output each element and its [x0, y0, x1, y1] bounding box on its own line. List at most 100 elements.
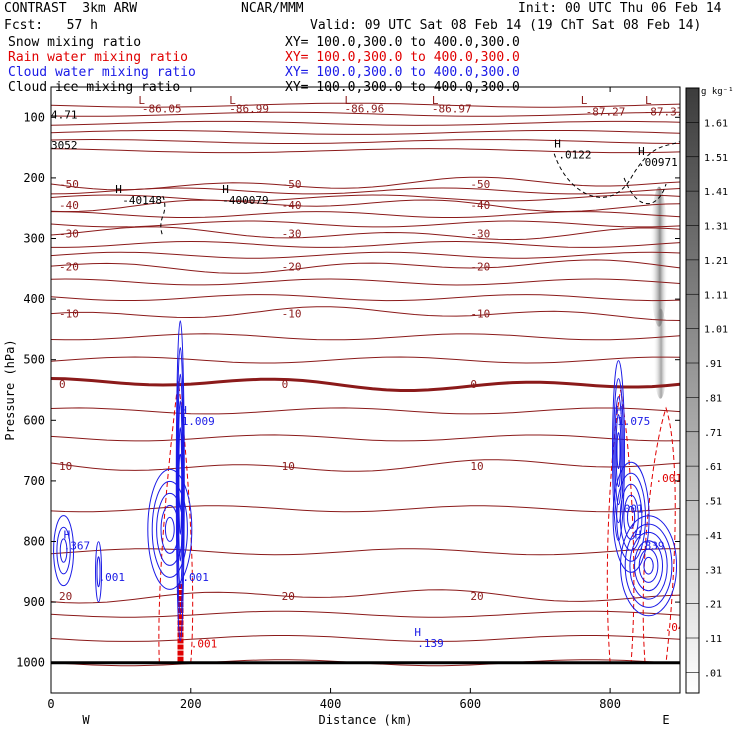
isotherm-line — [51, 434, 680, 442]
cloud-water-contour — [643, 556, 654, 575]
cloud-water-contour — [629, 531, 668, 600]
isotherm-label: -20 — [282, 260, 302, 273]
field-annotation: -86.99 — [229, 102, 269, 115]
rain-column-mark — [177, 656, 184, 662]
cloud-water-contour — [613, 378, 624, 524]
cloud-water-contour — [175, 320, 185, 642]
cloud-water-contour — [634, 540, 664, 592]
isotherm-label: -50 — [470, 178, 490, 191]
rain-column-mark — [177, 626, 184, 632]
x-tick-label: 600 — [459, 697, 481, 711]
isotherm-label: 20 — [282, 590, 295, 603]
colorbar-label: 1.41 — [704, 187, 728, 198]
isotherm-line — [51, 220, 680, 228]
field-annotation: .001 — [617, 502, 644, 515]
field-annotation: L — [229, 94, 236, 107]
field-annotation: .839 — [638, 539, 665, 552]
cloud-water-contour — [623, 494, 639, 540]
field-annotation: 1.075 — [617, 415, 650, 428]
isotherm-label: -40 — [59, 199, 79, 212]
colorbar-label: .31 — [704, 565, 722, 576]
x-tick-label: 0 — [47, 697, 54, 711]
colorbar-label: .71 — [704, 428, 722, 439]
field-annotation: H — [616, 404, 623, 417]
isotherm-line — [51, 356, 680, 364]
field-annotation: -40148 — [122, 194, 162, 207]
rain-column-mark — [177, 608, 184, 614]
isotherm-line — [51, 211, 680, 218]
isotherm-label: -30 — [470, 228, 490, 241]
field-annotation: 1.009 — [182, 415, 215, 428]
isotherm-line — [51, 635, 680, 642]
snow-shading — [650, 186, 669, 327]
isotherm-label: -30 — [59, 228, 79, 241]
field-xy-snow: XY= 100.0,300.0 to 400.0,300.0 — [285, 35, 520, 50]
colorbar-label: 1.31 — [704, 222, 728, 233]
forecast-hour: Fcst: 57 h — [4, 18, 98, 33]
cloud-water-contour — [151, 480, 188, 578]
cloud-water-contour — [616, 472, 646, 562]
cloud-water-contour — [638, 548, 659, 583]
field-annotation: .045 — [665, 621, 692, 634]
field-annotation: H — [638, 145, 645, 158]
field-annotation: -400079 — [222, 194, 268, 207]
cloud-water-contour — [615, 414, 622, 488]
colorbar-label: 1.21 — [704, 256, 728, 267]
isotherm-label: -10 — [59, 308, 79, 321]
rain-column-mark — [177, 632, 184, 638]
upper-contour-line — [51, 130, 680, 135]
field-annotation: -86.97 — [432, 102, 472, 115]
field-annotation: .001 — [99, 571, 126, 584]
field-annotation: H — [64, 528, 71, 541]
field-annotation: 3052 — [51, 139, 78, 152]
isotherm-label: 0 — [282, 378, 289, 391]
y-tick-label: 700 — [23, 474, 45, 488]
y-tick-label: 200 — [23, 171, 45, 185]
colorbar-label: .51 — [704, 497, 722, 508]
field-annotation: .001 — [191, 638, 218, 651]
isotherm-line — [51, 548, 680, 556]
cloud-water-contour — [160, 504, 180, 554]
field-annotation: L — [432, 94, 439, 107]
field-annotation: .00971 — [638, 156, 678, 169]
colorbar-label: 1.11 — [704, 290, 728, 301]
isotherm-label: -10 — [282, 308, 302, 321]
cloud-water-contour — [164, 516, 175, 542]
field-annotation: .001 — [182, 571, 209, 584]
field-annotation: L — [345, 94, 352, 107]
field-annotation: H — [115, 183, 122, 196]
field-annotation: -86.96 — [345, 102, 385, 115]
cloud-water-contour — [614, 396, 623, 506]
isotherm-line — [51, 589, 680, 604]
isotherm-label: 20 — [470, 590, 483, 603]
isotherm-line — [51, 278, 680, 286]
rain-column-mark — [177, 602, 184, 608]
isotherm-label: 20 — [59, 590, 72, 603]
isotherm-label: -20 — [470, 260, 490, 273]
isotherm-line — [51, 194, 680, 202]
isotherm-label: -40 — [470, 199, 490, 212]
field-annotation: H — [635, 528, 642, 541]
cloud-water-contour — [56, 526, 71, 575]
cloud-water-contour — [156, 492, 184, 566]
rain-water-contour — [606, 389, 635, 663]
isotherm-line — [51, 610, 680, 618]
field-name-cloud-water: Cloud water mixing ratio — [8, 65, 196, 80]
field-annotation: L — [138, 94, 145, 107]
field-xy-rain: XY= 100.0,300.0 to 400.0,300.0 — [285, 50, 520, 65]
isotherm-label: 10 — [59, 460, 72, 473]
field-annotation: H — [554, 138, 561, 151]
colorbar-label: 1.51 — [704, 153, 728, 164]
upper-contour-line — [51, 111, 680, 117]
rain-column-mark — [177, 614, 184, 620]
isotherm-label: -10 — [470, 308, 490, 321]
isotherm-label: 10 — [470, 460, 483, 473]
colorbar-label: 1.61 — [704, 118, 728, 129]
field-annotation: H — [222, 183, 229, 196]
cloud-water-contour — [616, 432, 621, 470]
field-xy-cloud-water: XY= 100.0,300.0 to 400.0,300.0 — [285, 65, 520, 80]
field-annotation: -87.37 — [644, 105, 684, 118]
y-tick-label: 400 — [23, 292, 45, 306]
isotherm-label: -50 — [59, 178, 79, 191]
isotherm-line — [51, 459, 680, 472]
